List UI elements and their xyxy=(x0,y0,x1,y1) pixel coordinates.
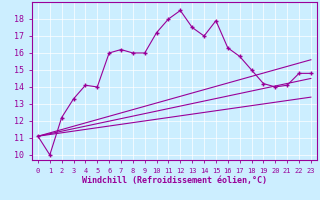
X-axis label: Windchill (Refroidissement éolien,°C): Windchill (Refroidissement éolien,°C) xyxy=(82,176,267,185)
